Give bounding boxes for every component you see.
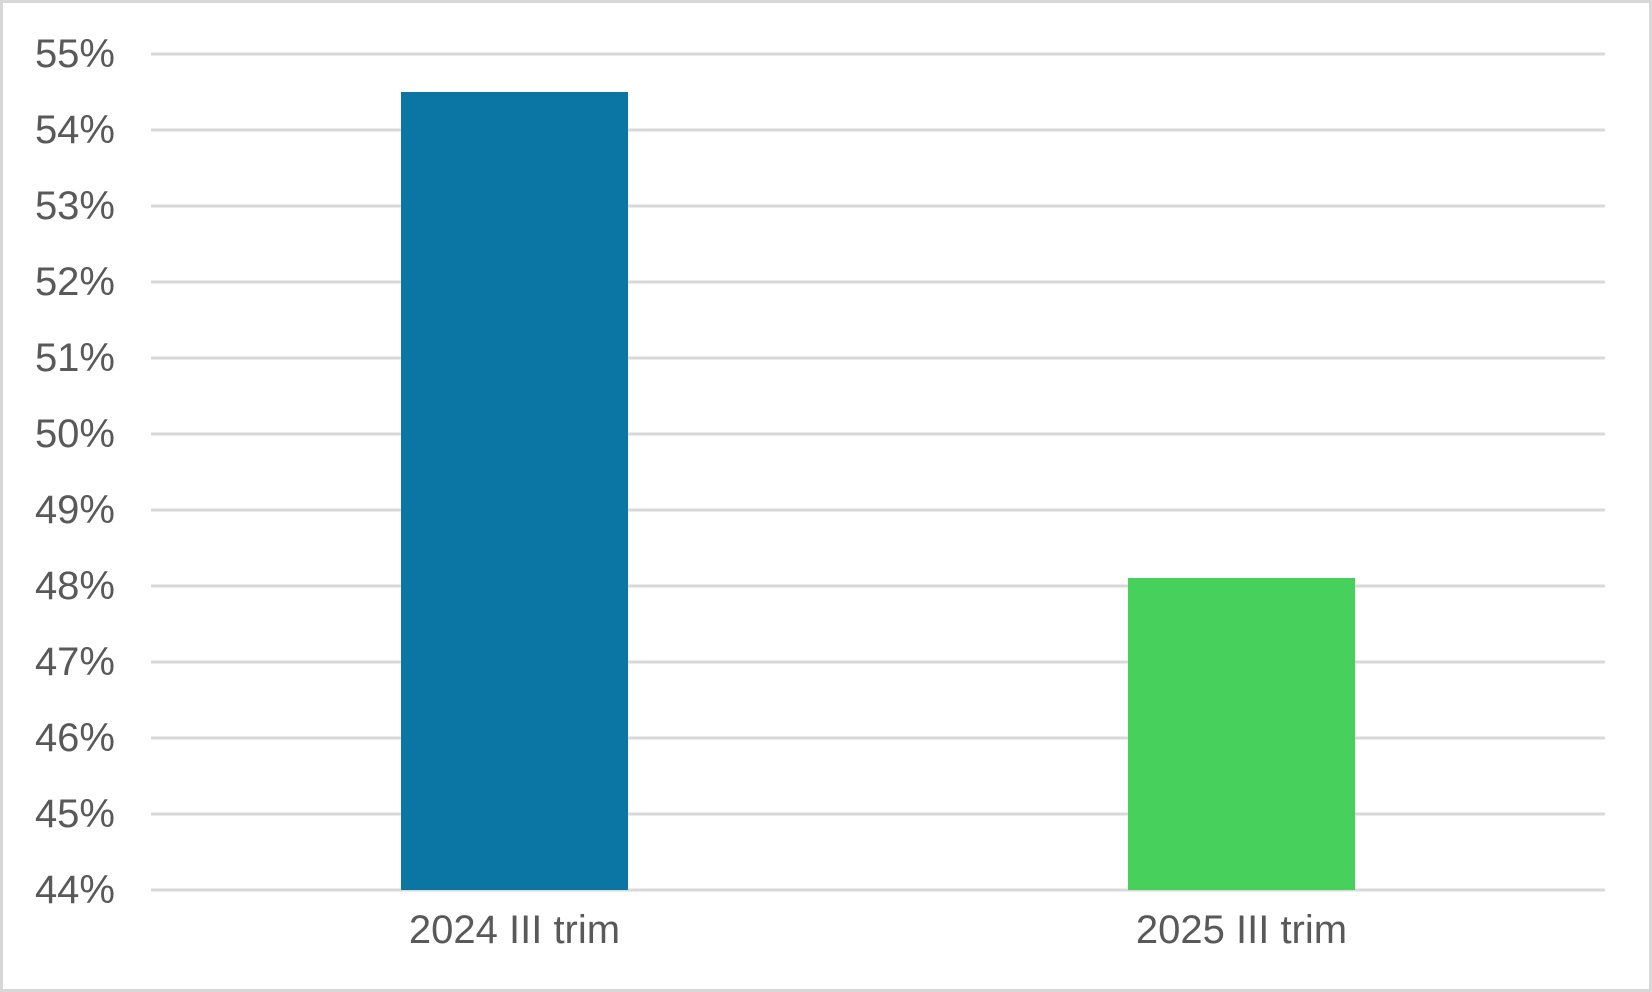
y-axis-tick-label: 46%: [34, 716, 115, 760]
gridline: [151, 888, 1605, 892]
y-axis-tick-label: 53%: [34, 184, 115, 228]
gridline: [151, 128, 1605, 132]
y-axis-tick-label: 50%: [34, 412, 115, 456]
gridline: [151, 736, 1605, 740]
plot-area: 55% 54% 53% 52% 51% 50% 49% 48% 47% 46% 45% 44% 2024…: [35, 32, 1605, 952]
gridline: [151, 584, 1605, 588]
gridline: [151, 508, 1605, 512]
gridline: [151, 356, 1605, 360]
x-axis-category-label: 2024 III trim: [408, 908, 621, 952]
gridline: [151, 660, 1605, 664]
gridline: [151, 812, 1605, 816]
gridline: [151, 280, 1605, 284]
gridline: [151, 432, 1605, 436]
y-axis-tick-label: 48%: [34, 564, 115, 608]
y-axis-tick-label: 44%: [34, 868, 115, 912]
y-axis-tick-label: 54%: [34, 108, 115, 152]
gridline: [151, 204, 1605, 208]
bar-2024-iii-trim: [401, 92, 628, 890]
gridline: [151, 52, 1605, 56]
bar-2025-iii-trim: [1128, 578, 1355, 890]
y-axis-tick-label: 49%: [34, 488, 115, 532]
y-axis-tick-label: 52%: [34, 260, 115, 304]
y-axis-tick-label: 47%: [34, 640, 115, 684]
y-axis-tick-label: 55%: [34, 32, 115, 76]
y-axis-tick-label: 45%: [34, 792, 115, 836]
y-axis-tick-label: 51%: [34, 336, 115, 380]
x-axis-category-label: 2025 III trim: [1135, 908, 1348, 952]
